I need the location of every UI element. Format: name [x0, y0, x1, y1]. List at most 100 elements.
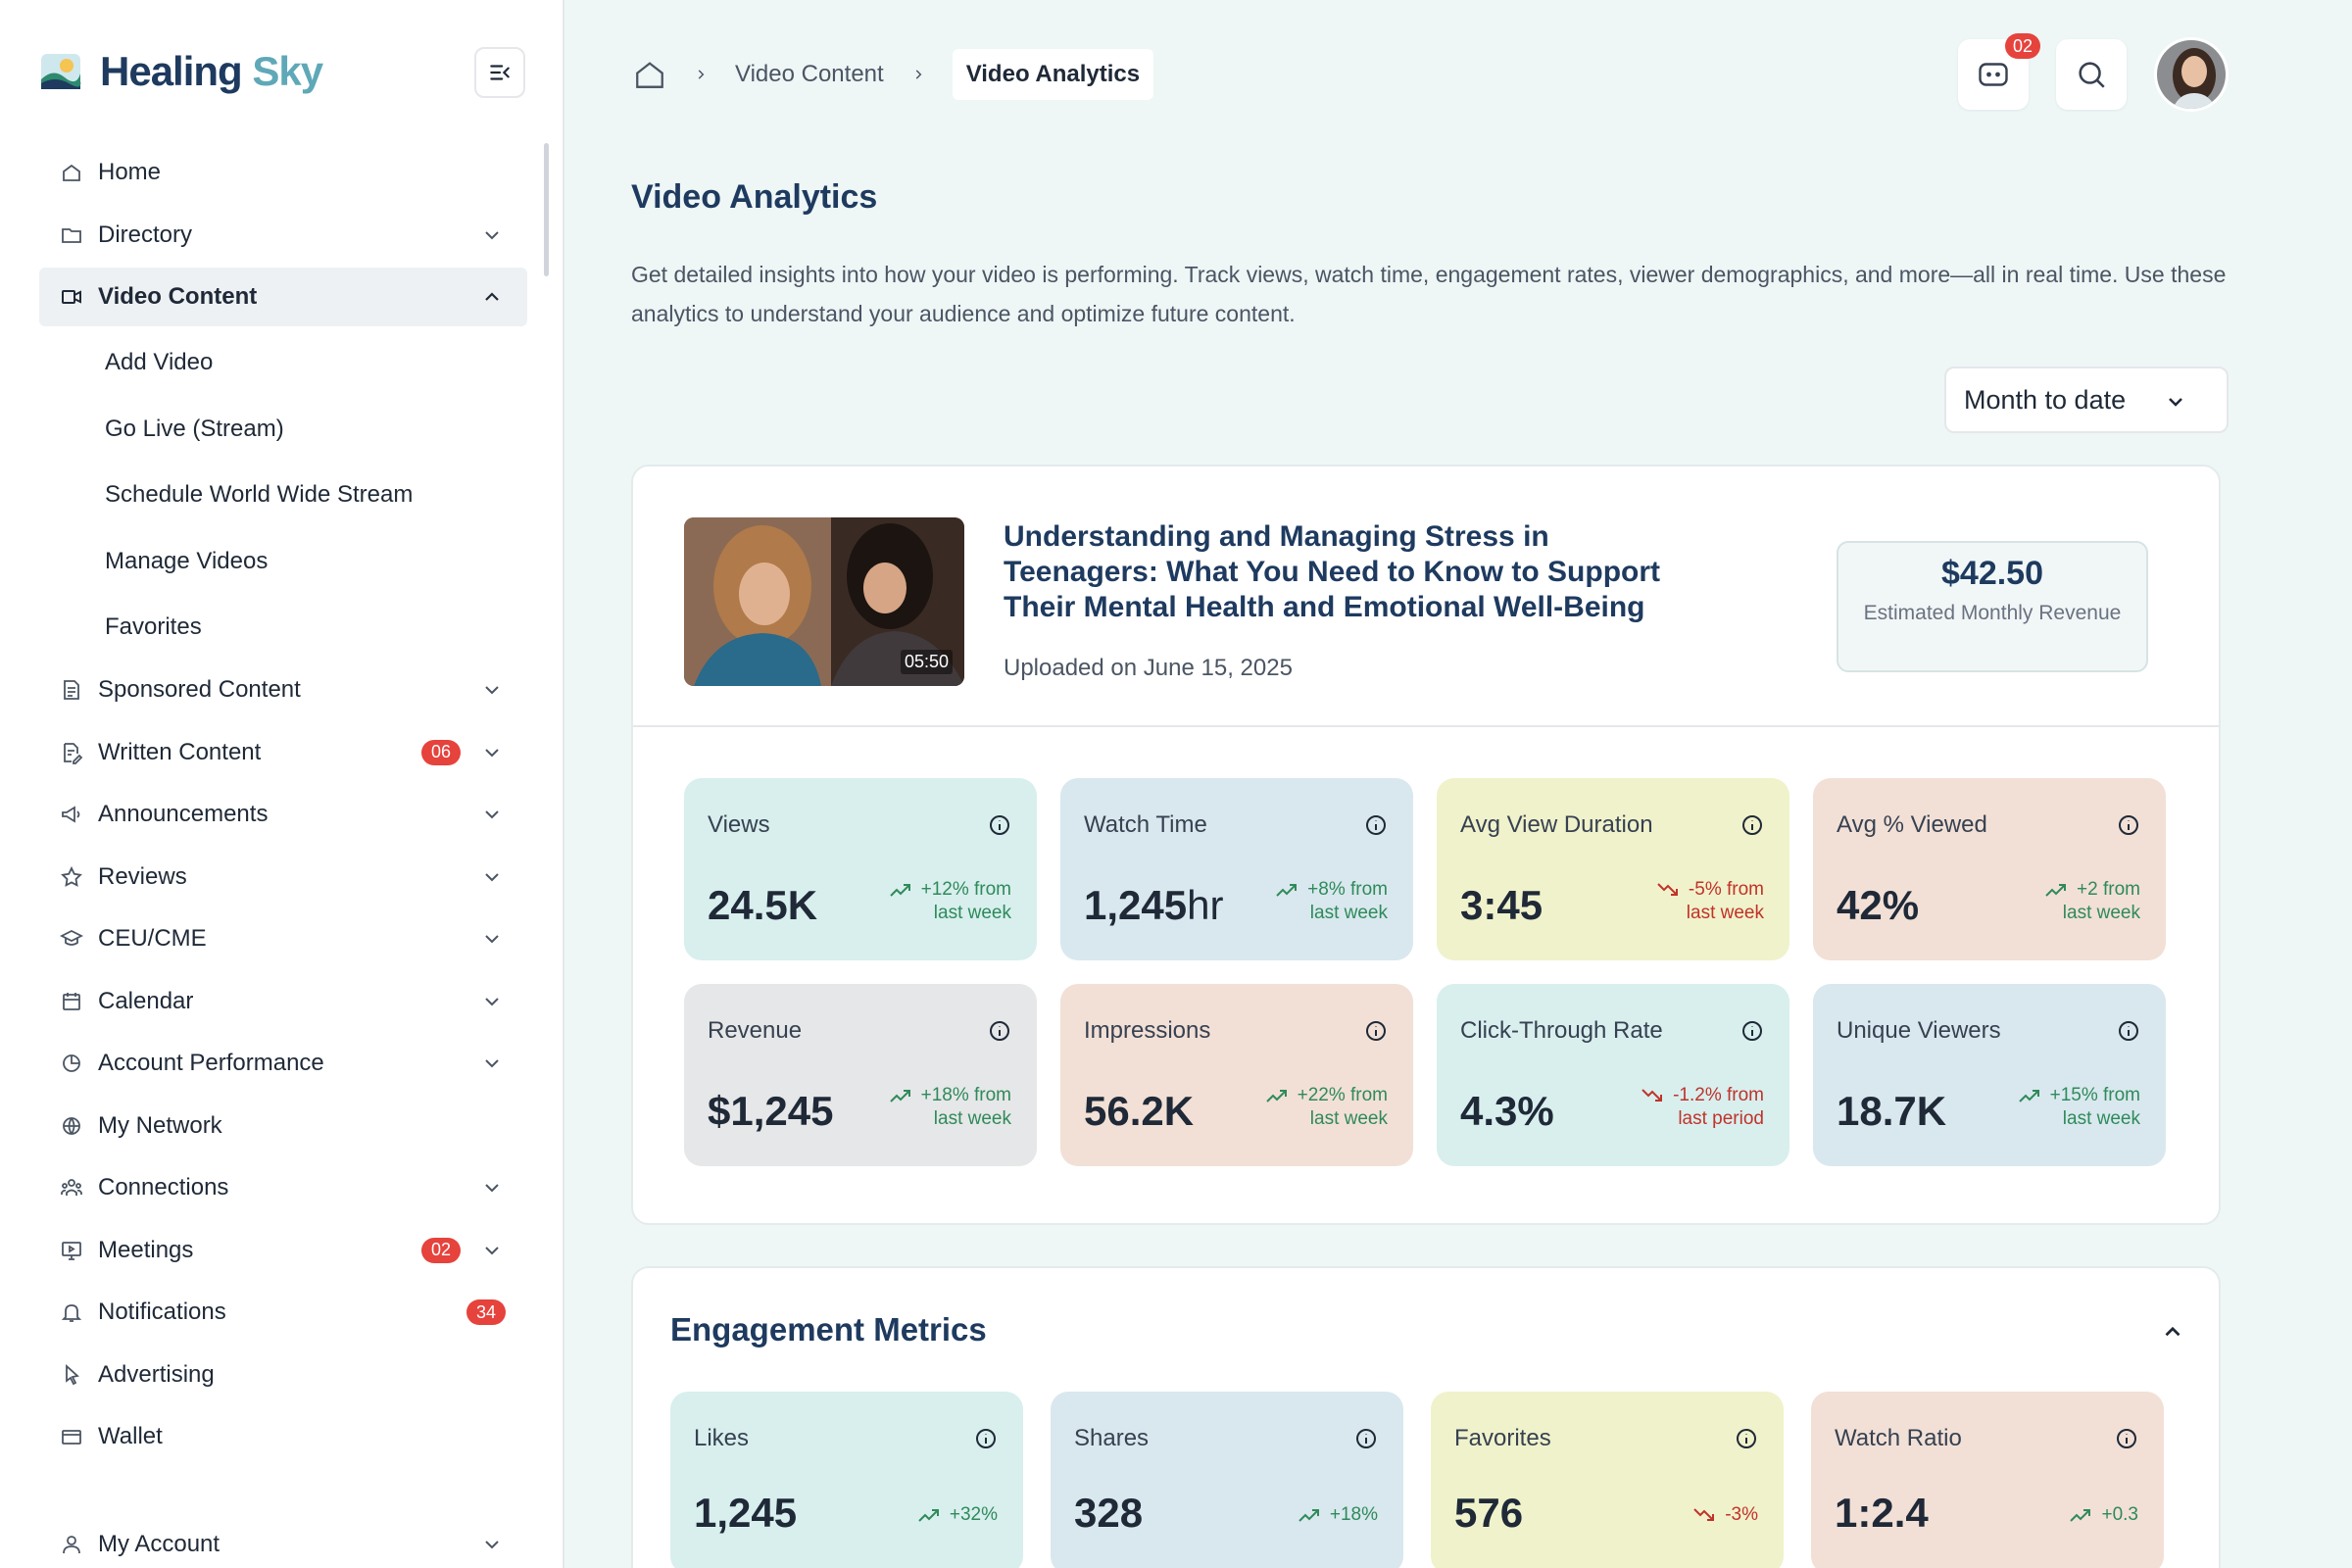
info-icon[interactable] — [2115, 1427, 2138, 1450]
info-icon[interactable] — [1364, 813, 1388, 837]
chevron-down-icon[interactable] — [480, 741, 504, 764]
metric-label: Avg View Duration — [1460, 811, 1653, 838]
sidebar-item-connections[interactable]: Connections — [39, 1158, 527, 1217]
search-button[interactable] — [2056, 39, 2127, 110]
trend-down-icon — [1657, 883, 1678, 896]
metric-value: 1,245 — [694, 1490, 798, 1536]
chevron-down-icon[interactable] — [480, 223, 504, 247]
sidebar-subitem-manage-videos[interactable]: Manage Videos — [105, 547, 269, 574]
chevron-down-icon[interactable] — [480, 678, 504, 702]
metric-trend: +0.3 — [2070, 1503, 2138, 1527]
count-badge: 06 — [421, 739, 461, 765]
trend-up-icon — [1265, 1089, 1287, 1102]
sidebar-nav: Home Directory Video Content Add Video G… — [39, 143, 527, 1568]
trend-up-icon — [889, 883, 910, 897]
metric-value: 576 — [1454, 1490, 1524, 1536]
info-icon[interactable] — [1740, 1019, 1764, 1043]
info-icon[interactable] — [1354, 1427, 1378, 1450]
info-icon[interactable] — [2117, 813, 2140, 837]
header-actions: 02 — [1931, 33, 2229, 112]
sidebar-item-my-network[interactable]: My Network — [39, 1097, 527, 1155]
chevron-down-icon[interactable] — [480, 927, 504, 951]
video-thumbnail[interactable]: 05:50 — [684, 517, 964, 686]
sidebar-subitem-schedule-stream[interactable]: Schedule World Wide Stream — [105, 481, 414, 509]
info-icon[interactable] — [1735, 1427, 1758, 1450]
sidebar-item-notifications[interactable]: Notifications 34 — [39, 1283, 527, 1342]
sidebar-item-video-content[interactable]: Video Content — [39, 268, 527, 326]
chevron-down-icon[interactable] — [480, 803, 504, 826]
sidebar-item-label: My Account — [98, 1530, 220, 1557]
messages-count-badge: 02 — [2004, 33, 2040, 59]
chevron-down-icon[interactable] — [480, 1176, 504, 1200]
count-badge: 02 — [421, 1237, 461, 1263]
home-icon — [59, 160, 84, 185]
sidebar-item-ceu-cme[interactable]: CEU/CME — [39, 909, 527, 968]
breadcrumb-parent[interactable]: Video Content — [735, 61, 884, 87]
sidebar-item-home[interactable]: Home — [39, 143, 527, 202]
chevron-up-icon[interactable] — [480, 285, 504, 309]
info-icon[interactable] — [988, 1019, 1011, 1043]
video-title[interactable]: Understanding and Managing Stress in Tee… — [1004, 520, 1661, 623]
sidebar-subitem-go-live[interactable]: Go Live (Stream) — [105, 415, 284, 442]
chevron-down-icon[interactable] — [480, 1239, 504, 1262]
info-icon[interactable] — [1740, 813, 1764, 837]
metric-trend: -5% from last week — [1657, 878, 1764, 925]
sidebar-subitem-add-video[interactable]: Add Video — [105, 349, 214, 376]
sidebar-item-meetings[interactable]: Meetings 02 — [39, 1221, 527, 1280]
brand-logo[interactable]: Healing Sky — [39, 43, 525, 100]
sidebar-item-wallet[interactable]: Wallet — [39, 1407, 527, 1466]
document-icon — [59, 677, 84, 703]
sidebar-item-reviews[interactable]: Reviews — [39, 848, 527, 906]
info-icon[interactable] — [974, 1427, 998, 1450]
metric-value: 3:45 — [1460, 882, 1544, 928]
messages-button[interactable]: 02 — [1958, 33, 2040, 110]
sidebar-item-announcements[interactable]: Announcements — [39, 785, 527, 844]
metric-value: 42% — [1837, 882, 1920, 928]
page-description: Get detailed insights into how your vide… — [631, 262, 2227, 326]
avatar[interactable] — [2154, 37, 2229, 112]
sidebar-item-label: My Network — [98, 1111, 222, 1139]
sidebar-item-calendar[interactable]: Calendar — [39, 972, 527, 1031]
chevron-up-icon[interactable] — [2160, 1319, 2185, 1345]
engagement-card-shares: Shares 328 +18% — [1051, 1392, 1403, 1568]
search-icon — [2079, 62, 2105, 88]
date-range-select[interactable]: Month to date — [1944, 367, 2229, 433]
logo-icon — [41, 54, 81, 89]
collapse-sidebar-button[interactable] — [474, 47, 525, 98]
sidebar-item-label: Notifications — [98, 1298, 226, 1325]
info-icon[interactable] — [1364, 1019, 1388, 1043]
video-summary-card: 05:50 Understanding and Managing Stress … — [631, 465, 2221, 1225]
video-icon — [59, 284, 84, 310]
sidebar-item-label: Reviews — [98, 862, 187, 890]
sidebar-item-advertising[interactable]: Advertising — [39, 1346, 527, 1404]
sidebar-item-my-account[interactable]: My Account — [39, 1515, 527, 1568]
metric-label: Revenue — [708, 1017, 803, 1044]
metric-label: Likes — [694, 1425, 750, 1451]
info-icon[interactable] — [988, 813, 1011, 837]
breadcrumb: Video Content Video Analytics — [633, 49, 1154, 100]
engagement-title: Engagement Metrics — [670, 1311, 987, 1348]
sidebar-item-sponsored-content[interactable]: Sponsored Content — [39, 661, 527, 719]
sidebar-scrollbar[interactable] — [544, 143, 549, 276]
sidebar-item-written-content[interactable]: Written Content 06 — [39, 723, 527, 782]
video-duration: 05:50 — [900, 650, 953, 674]
metric-card-watch-time: Watch Time 1,245hr +8% from last week — [1060, 778, 1413, 960]
estimated-revenue-amount: $42.50 — [1941, 555, 2043, 592]
info-icon[interactable] — [2117, 1019, 2140, 1043]
metric-trend: -1.2% from last period — [1642, 1084, 1764, 1131]
sidebar-item-account-performance[interactable]: Account Performance — [39, 1034, 527, 1093]
engagement-metrics-card: Engagement Metrics Likes 1,245 +32% Shar… — [631, 1266, 2221, 1568]
home-icon[interactable] — [633, 58, 666, 91]
metric-label: Avg % Viewed — [1837, 811, 1987, 838]
metric-trend: +2 from last week — [2045, 878, 2140, 925]
chevron-down-icon[interactable] — [480, 865, 504, 889]
pie-chart-icon — [59, 1051, 84, 1076]
metric-label: Unique Viewers — [1837, 1017, 2001, 1044]
chevron-down-icon[interactable] — [480, 1533, 504, 1556]
chevron-down-icon[interactable] — [480, 990, 504, 1013]
trend-down-icon — [1693, 1508, 1715, 1521]
metric-trend: +12% from last week — [889, 878, 1011, 925]
chevron-down-icon[interactable] — [480, 1052, 504, 1075]
sidebar-subitem-favorites[interactable]: Favorites — [105, 613, 202, 641]
sidebar-item-directory[interactable]: Directory — [39, 206, 527, 265]
